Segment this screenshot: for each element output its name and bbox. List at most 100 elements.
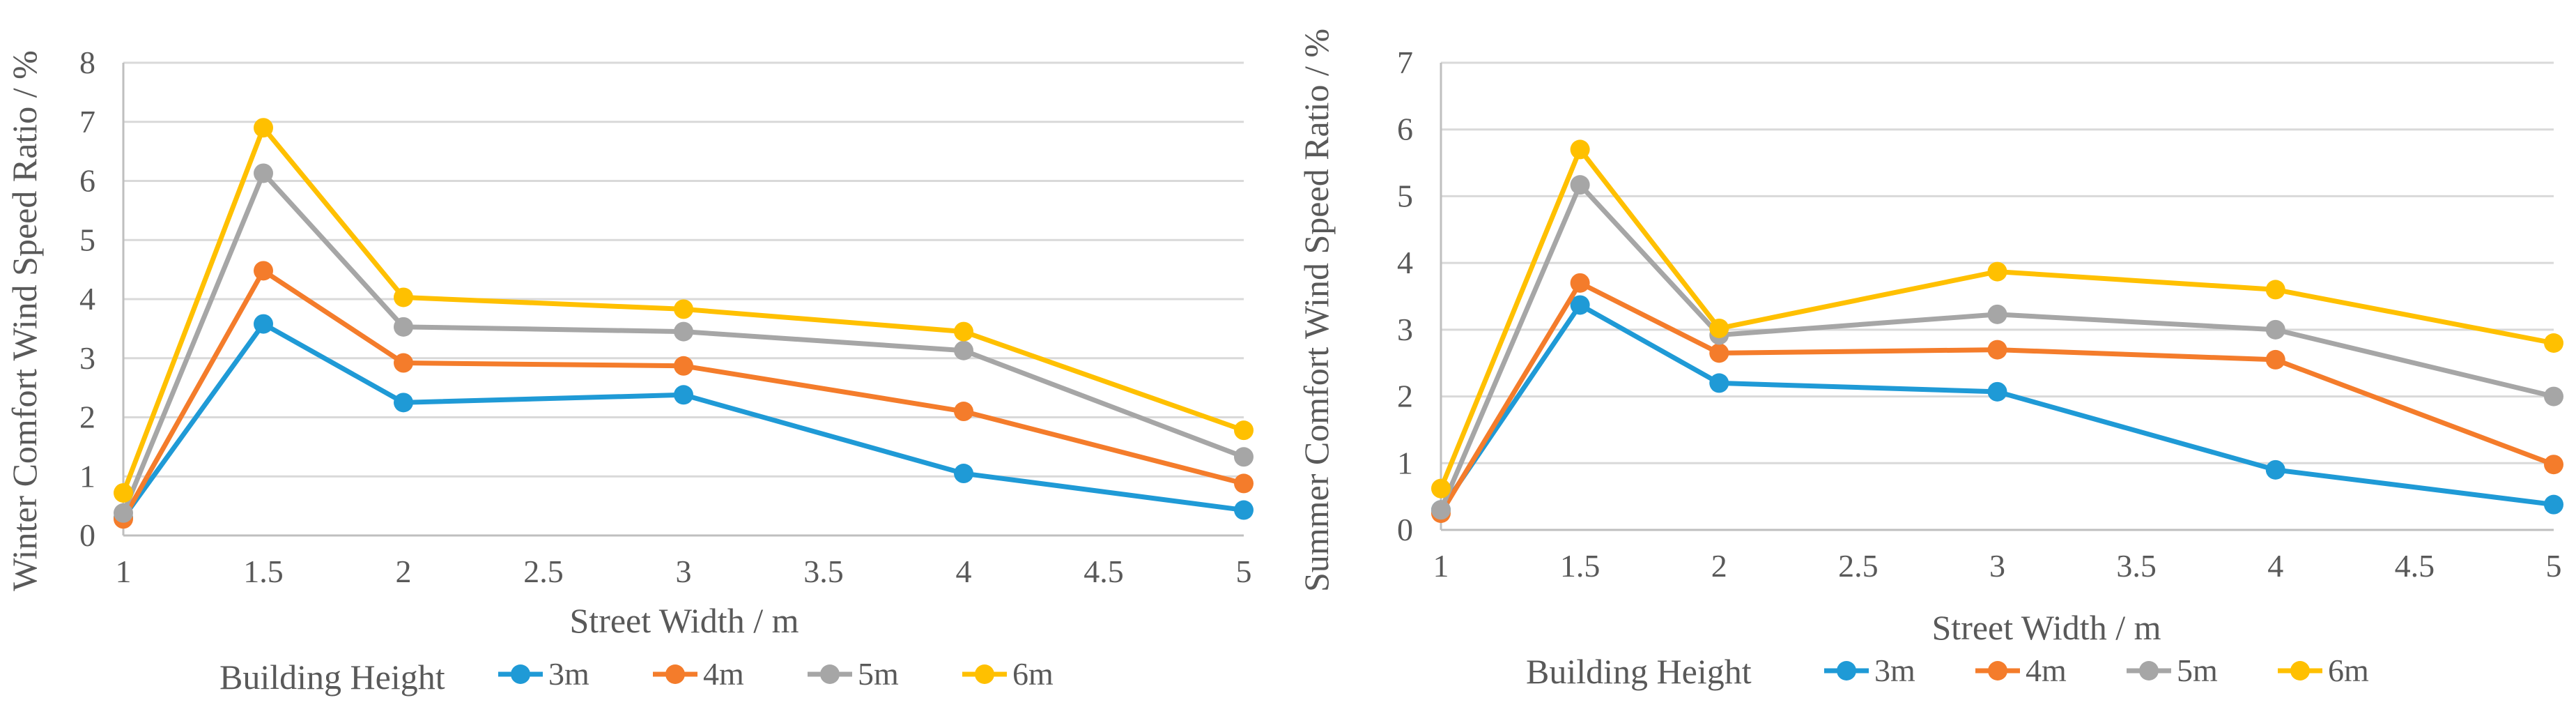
winter-data-point-4m	[674, 356, 693, 376]
summer-y-axis-title: Summer Comfort Wind Speed Ratio / %	[1297, 29, 1336, 592]
winter-x-tick-label: 5	[1236, 554, 1252, 589]
summer-x-tick-label: 1	[1433, 548, 1449, 584]
winter-legend-label-3m: 3m	[548, 656, 589, 692]
summer-y-tick-label: 5	[1397, 178, 1413, 213]
summer-data-point-4m	[1709, 343, 1729, 363]
summer-data-point-4m	[2265, 349, 2285, 370]
summer-x-tick-label: 4.5	[2395, 548, 2435, 584]
summer-data-point-6m	[1431, 478, 1451, 499]
winter-x-tick-label: 3	[676, 554, 692, 589]
winter-y-tick-label: 1	[79, 458, 95, 494]
winter-data-point-6m	[254, 118, 273, 138]
winter-data-point-3m	[254, 314, 273, 334]
winter-y-tick-label: 5	[79, 222, 95, 257]
summer-x-tick-label: 3.5	[2116, 548, 2157, 584]
summer-data-point-6m	[1709, 318, 1729, 338]
summer-data-point-4m	[1987, 340, 2007, 360]
summer-x-tick-label: 1.5	[1560, 548, 1601, 584]
winter-legend-label-5m: 5m	[858, 656, 899, 692]
summer-data-point-5m	[2544, 386, 2563, 406]
summer-data-point-3m	[1709, 373, 1729, 393]
summer-x-axis-title: Street Width / m	[1932, 608, 2161, 647]
winter-y-tick-label: 7	[79, 104, 95, 139]
summer-legend-label-4m: 4m	[2026, 653, 2067, 688]
winter-x-tick-label: 3.5	[803, 554, 844, 589]
summer-y-tick-label: 2	[1397, 379, 1413, 414]
winter-axes	[122, 63, 1244, 537]
winter-y-tick-label: 3	[79, 340, 95, 376]
summer-data-point-3m	[1570, 295, 1590, 315]
summer-legend-marker-6m	[2290, 661, 2310, 681]
summer-legend-marker-3m	[1837, 661, 1856, 681]
winter-data-point-5m	[674, 321, 693, 342]
summer-data-point-6m	[1570, 139, 1590, 160]
winter-y-tick-label: 6	[79, 163, 95, 199]
summer-axes	[1440, 63, 2554, 531]
summer-x-tick-label: 2.5	[1838, 548, 1879, 584]
winter-y-tick-label: 8	[79, 45, 95, 80]
summer-series-line-5m	[1438, 182, 2554, 511]
winter-data-point-5m	[254, 163, 273, 183]
summer-data-point-3m	[2544, 494, 2563, 515]
summer-x-tick-label: 5	[2546, 548, 2562, 584]
summer-series-line-4m	[1439, 280, 2555, 515]
winter-x-tick-label: 1.5	[243, 554, 284, 589]
winter-legend: Building Height 3m 4m 5m 6m	[219, 656, 1054, 697]
summer-data-point-5m	[1987, 304, 2007, 324]
winter-series	[114, 118, 1254, 529]
winter-data-point-3m	[1234, 500, 1254, 520]
winter-legend-label-6m: 6m	[1012, 656, 1054, 692]
summer-x-tick-label: 2	[1711, 548, 1727, 584]
winter-x-tick-label: 4.5	[1083, 554, 1124, 589]
winter-legend-marker-4m	[665, 664, 685, 684]
summer-y-tick-label: 1	[1397, 445, 1413, 480]
summer-y-tick-label: 7	[1397, 45, 1413, 80]
winter-x-tick-label: 2.5	[523, 554, 564, 589]
winter-x-axis-title: Street Width / m	[570, 601, 799, 640]
winter-data-point-4m	[1234, 473, 1254, 494]
winter-data-point-4m	[254, 261, 273, 281]
summer-y-tick-label: 0	[1397, 512, 1413, 547]
winter-data-point-5m	[394, 317, 413, 337]
winter-data-point-4m	[954, 402, 973, 422]
summer-x-tick-label: 3	[1989, 548, 2005, 584]
summer-y-tick-label: 4	[1397, 245, 1413, 280]
winter-data-point-5m	[954, 340, 973, 360]
winter-series-line-6m	[121, 125, 1245, 494]
winter-data-point-6m	[114, 482, 133, 503]
winter-y-tick-label: 0	[79, 517, 95, 553]
summer-data-point-3m	[2265, 459, 2285, 480]
summer-data-point-4m	[1570, 273, 1590, 293]
summer-y-tick-label: 6	[1397, 112, 1413, 147]
summer-series	[1431, 139, 2563, 524]
winter-legend-title: Building Height	[219, 657, 445, 697]
winter-x-tick-label: 4	[956, 554, 972, 589]
winter-y-tick-label: 2	[79, 400, 95, 435]
summer-series-line-6m	[1438, 146, 2554, 489]
summer-legend-title: Building Height	[1526, 652, 1752, 691]
winter-legend-marker-5m	[820, 664, 840, 684]
summer-data-point-5m	[1570, 175, 1590, 195]
winter-gridlines	[123, 61, 1244, 478]
summer-legend-label-5m: 5m	[2177, 653, 2218, 688]
winter-legend-marker-6m	[975, 664, 994, 684]
winter-legend-label-4m: 4m	[703, 656, 744, 692]
winter-series-line-5m	[121, 170, 1245, 515]
summer-data-point-6m	[2544, 333, 2563, 353]
summer-legend-label-6m: 6m	[2328, 653, 2369, 688]
winter-x-tick-label: 2	[396, 554, 412, 589]
winter-data-point-6m	[394, 287, 413, 307]
winter-y-tick-label: 4	[79, 281, 95, 317]
summer-x-tick-label: 4	[2267, 548, 2283, 584]
summer-data-point-6m	[2265, 280, 2285, 300]
summer-data-point-6m	[1987, 261, 2007, 282]
winter-series-line-4m	[121, 268, 1244, 520]
winter-series-line-3m	[121, 321, 1244, 519]
summer-data-point-4m	[2544, 455, 2563, 475]
winter-data-point-6m	[954, 321, 973, 342]
summer-data-point-5m	[1431, 500, 1451, 520]
